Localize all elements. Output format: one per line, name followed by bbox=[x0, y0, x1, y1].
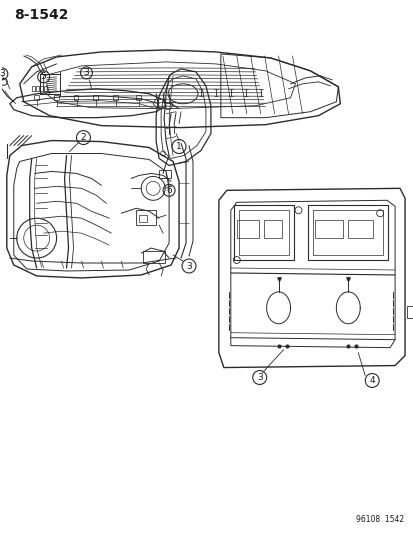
Bar bbox=[36, 86, 38, 91]
Bar bbox=[347, 220, 372, 238]
Text: 3: 3 bbox=[186, 262, 191, 271]
Text: 1: 1 bbox=[176, 142, 181, 151]
Bar bbox=[40, 86, 43, 91]
Text: 6: 6 bbox=[166, 186, 171, 195]
Bar bbox=[406, 306, 412, 318]
Bar bbox=[159, 171, 171, 179]
Bar bbox=[53, 95, 59, 100]
Text: 3: 3 bbox=[83, 68, 89, 77]
Bar bbox=[93, 95, 98, 100]
Text: 5: 5 bbox=[40, 72, 46, 82]
Bar bbox=[43, 86, 47, 91]
Bar bbox=[143, 251, 165, 263]
Bar bbox=[263, 220, 281, 238]
Bar bbox=[233, 205, 293, 260]
Bar bbox=[32, 86, 35, 91]
Text: 96108  1542: 96108 1542 bbox=[355, 515, 403, 524]
Text: 2: 2 bbox=[81, 133, 86, 142]
Bar bbox=[113, 95, 118, 100]
Bar bbox=[315, 220, 342, 238]
Bar bbox=[136, 95, 141, 100]
Bar bbox=[236, 220, 258, 238]
Text: 3: 3 bbox=[256, 373, 262, 382]
Text: 4: 4 bbox=[368, 376, 374, 385]
Bar bbox=[308, 205, 387, 260]
Bar bbox=[313, 210, 382, 255]
Bar bbox=[139, 215, 147, 222]
Bar bbox=[238, 210, 288, 255]
Bar bbox=[136, 210, 156, 225]
Bar bbox=[74, 95, 78, 100]
Text: 3: 3 bbox=[0, 69, 5, 78]
Text: 8-1542: 8-1542 bbox=[14, 8, 68, 22]
Bar bbox=[33, 95, 38, 100]
